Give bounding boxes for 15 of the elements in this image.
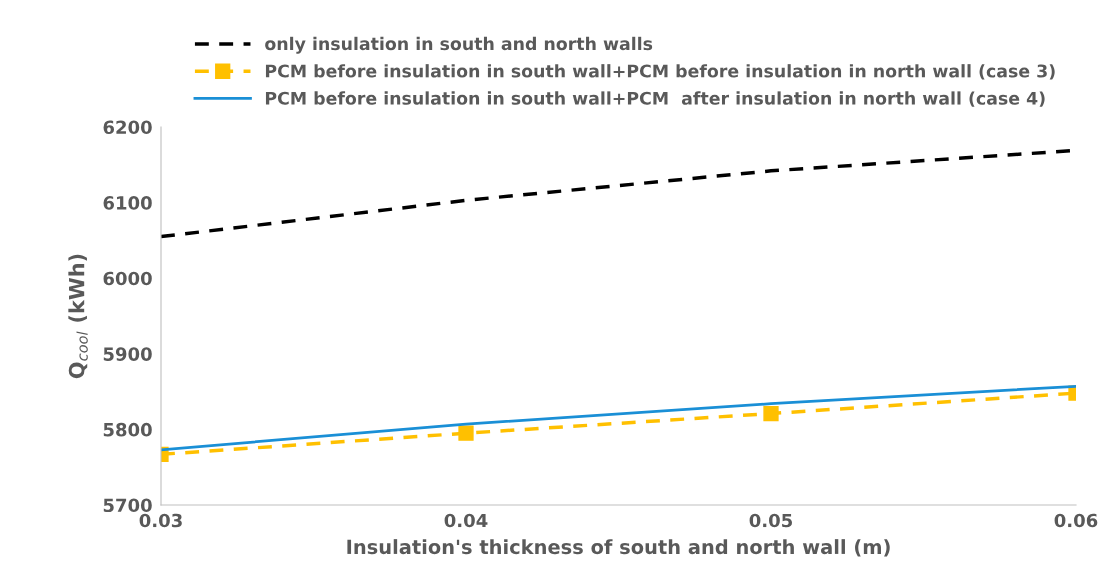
legend-label: only insulation in south and north walls (265, 36, 653, 54)
x-tick-label: 0.06 (1054, 513, 1098, 528)
x-tick-label: 0.05 (749, 513, 793, 528)
legend-label: PCM before insulation in south wall+PCM before insulation in north wall (case 3) (265, 64, 1055, 80)
x-tick-label: 0.04 (444, 513, 488, 528)
y-tick-label: 6000 (103, 271, 152, 286)
x-axis-title: Insulation's thickness of south and north wall (m) (347, 539, 890, 557)
y-tick-label: 5900 (103, 347, 152, 361)
y-tick-label: 5800 (103, 422, 152, 437)
y-tick-label: 5700 (103, 498, 152, 513)
y-tick-label: 6200 (103, 120, 152, 135)
legend-label: PCM before insulation in south wall+PCM after insulation in north wall (case 4) (265, 91, 1045, 107)
x-tick-label: 0.03 (139, 513, 182, 528)
y-axis-title: Q$_{cool}$ (kWh) (68, 254, 88, 379)
y-tick-label: 6100 (103, 196, 152, 210)
